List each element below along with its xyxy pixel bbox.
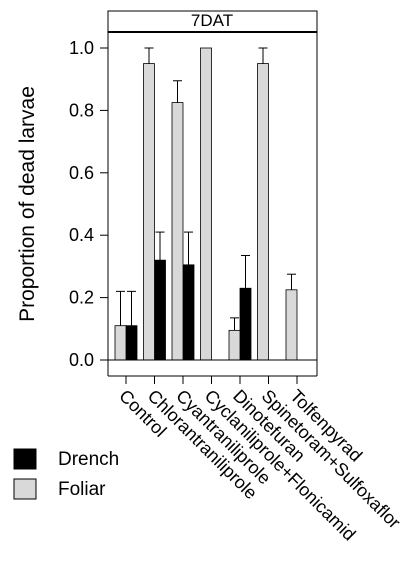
legend-swatch-drench [13, 448, 37, 470]
error-bars [116, 47, 296, 331]
bar-foliar [114, 325, 127, 361]
y-tick-label: 0.4 [69, 225, 94, 245]
bar-foliar [257, 63, 269, 361]
bar-drench [125, 325, 138, 361]
legend: Drench Foliar [13, 448, 119, 500]
facet-strip: 7DAT [107, 10, 318, 33]
bar-foliar [200, 47, 212, 361]
bar-foliar [228, 329, 241, 361]
facet-label: 7DAT [191, 11, 233, 30]
y-axis: 0.0 0.2 0.4 0.6 0.8 1.0 [69, 38, 109, 370]
y-tick-label: 1.0 [69, 38, 94, 58]
y-tick-label: 0.8 [69, 100, 94, 120]
y-axis-label: Proportion of dead larvae [16, 86, 39, 322]
legend-swatch-foliar [13, 478, 37, 500]
bar-foliar [143, 63, 155, 361]
y-tick-label: 0.6 [69, 163, 94, 183]
bar-foliar [171, 102, 184, 361]
bar-drench [182, 264, 195, 361]
legend-label-drench: Drench [58, 449, 119, 470]
bar-foliar [285, 289, 298, 361]
x-axis: ControlChlorantraniliproleCyantranilipro… [115, 376, 404, 544]
bars [114, 47, 298, 361]
bar-drench [154, 259, 166, 361]
y-tick-label: 0.0 [69, 350, 94, 370]
bar-drench [239, 287, 252, 361]
legend-label-foliar: Foliar [58, 479, 106, 500]
y-tick-label: 0.2 [69, 288, 94, 308]
